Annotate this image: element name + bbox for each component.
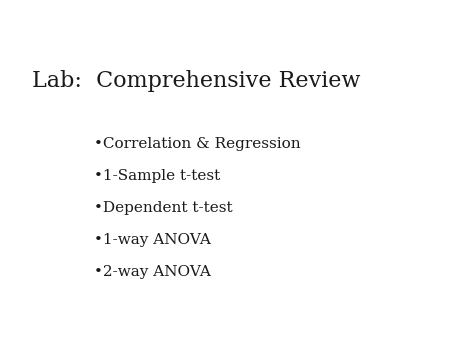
Text: Lab:  Comprehensive Review: Lab: Comprehensive Review [32,70,360,92]
Text: •Dependent t-test: •Dependent t-test [94,201,233,215]
Text: •2-way ANOVA: •2-way ANOVA [94,265,212,279]
Text: •1-way ANOVA: •1-way ANOVA [94,233,212,247]
Text: •Correlation & Regression: •Correlation & Regression [94,137,301,151]
Text: •1-Sample t-test: •1-Sample t-test [94,169,221,183]
